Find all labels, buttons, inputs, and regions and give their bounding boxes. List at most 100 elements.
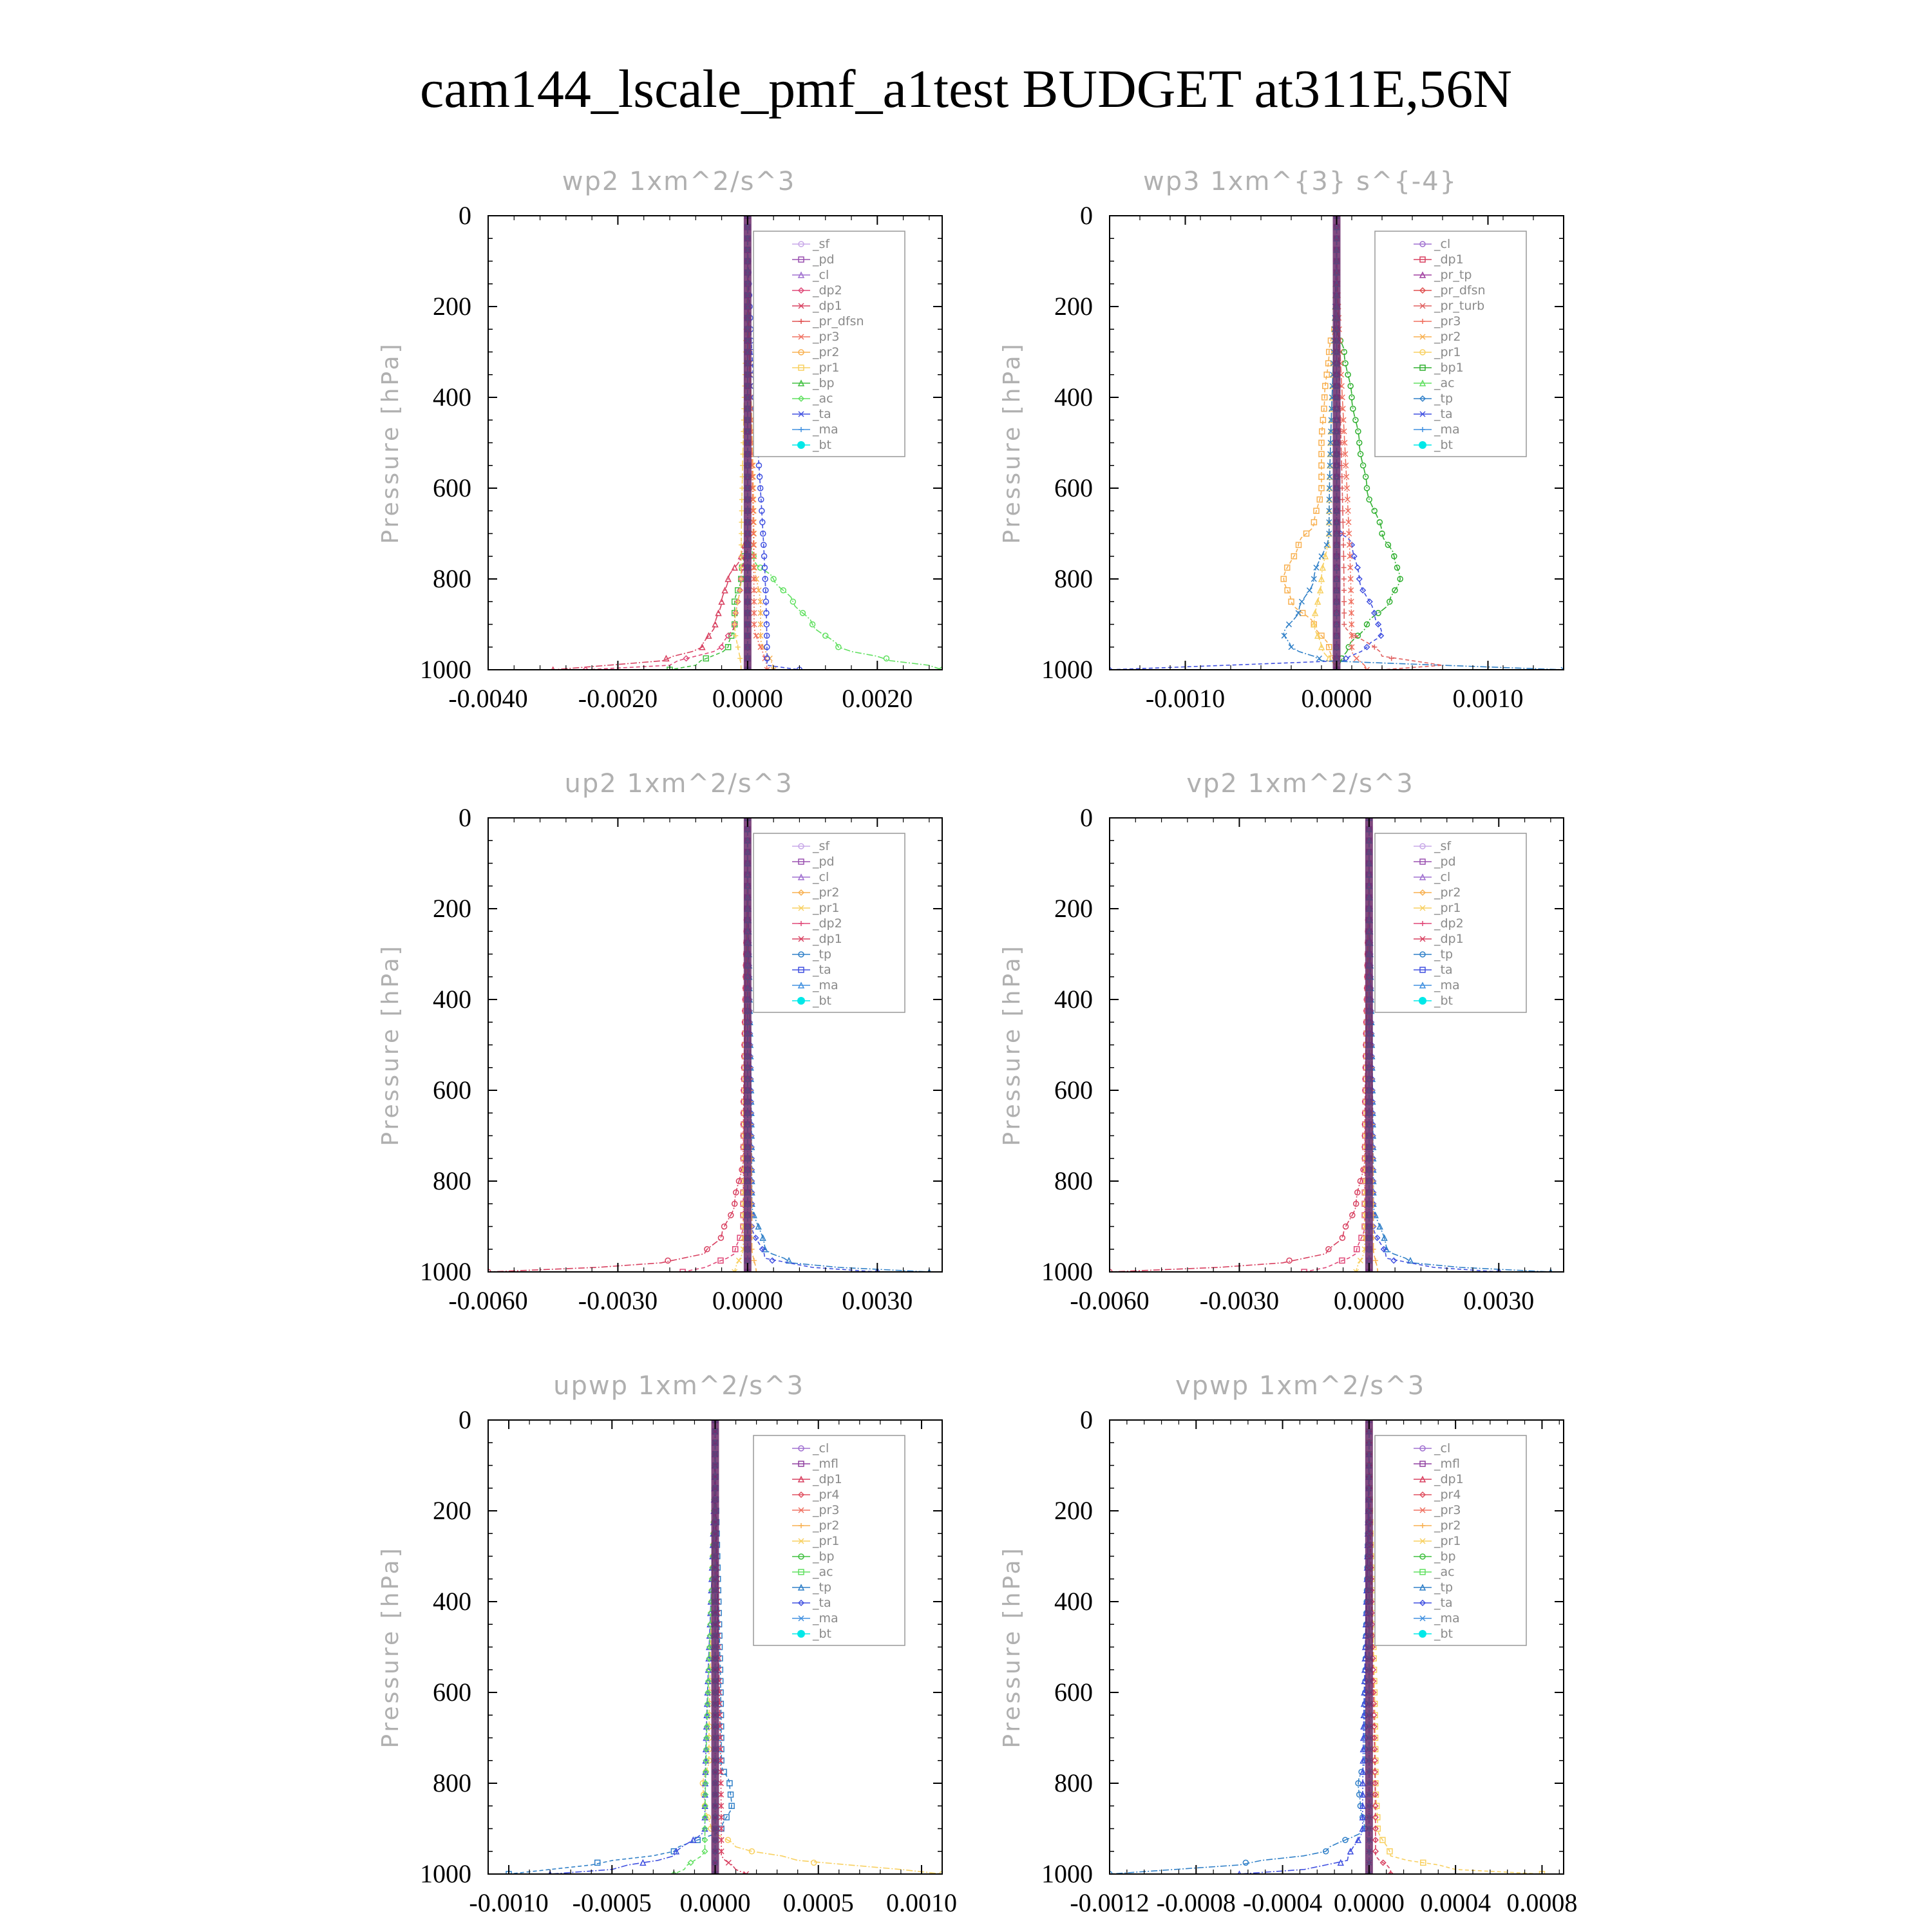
panel-5: upwp 1xm^2/s^3 Pressure [hPa] 0 200 400 600 80… — [377, 1371, 957, 1917]
y-tick-label: 0 — [1080, 803, 1093, 832]
series-marker — [753, 632, 759, 639]
legend-label: _pr3 — [1434, 1503, 1461, 1517]
series-marker — [761, 564, 768, 571]
legend-label: _sf — [812, 237, 830, 251]
series-marker — [1373, 1803, 1380, 1809]
series-marker — [1316, 496, 1323, 503]
series-marker — [701, 1848, 708, 1855]
legend-marker — [1419, 1461, 1426, 1467]
x-tick-label: -0.0020 — [578, 684, 658, 713]
series-line — [508, 1420, 732, 1874]
series-marker — [1372, 1779, 1379, 1787]
legend-label: _bp — [812, 376, 835, 390]
series-marker — [1357, 1178, 1364, 1184]
x-tick-label: 0.0020 — [842, 684, 913, 713]
legend-marker — [797, 1584, 805, 1591]
series-marker — [1341, 610, 1347, 616]
legend-label: _dp1 — [812, 1472, 842, 1486]
series-marker — [763, 632, 770, 639]
legend-box — [753, 1435, 905, 1646]
series-marker — [1341, 587, 1347, 593]
legend-marker — [1419, 1615, 1426, 1622]
series-marker — [1340, 497, 1345, 502]
legend-marker — [797, 441, 805, 449]
legend-marker — [797, 395, 805, 402]
series-marker — [1387, 1870, 1394, 1874]
legend-label: _pr_turb — [1434, 299, 1484, 313]
series-marker — [785, 1256, 793, 1264]
y-tick-label: 0 — [459, 803, 471, 832]
series-marker — [1285, 621, 1293, 628]
series-marker — [750, 542, 757, 548]
series-marker — [701, 1825, 708, 1832]
y-tick-label: 200 — [1054, 292, 1093, 321]
series-marker — [780, 587, 786, 594]
y-tick-label: 600 — [433, 473, 471, 502]
series-marker — [1339, 1235, 1346, 1241]
series-marker — [751, 519, 757, 526]
series-marker — [1363, 667, 1370, 670]
legend-label: _sf — [812, 839, 830, 853]
series-marker — [737, 656, 743, 661]
series-marker — [1313, 507, 1320, 514]
legend-label: _bp — [812, 1549, 835, 1564]
series-line — [674, 1420, 716, 1874]
series-marker — [759, 1234, 766, 1241]
legend-label: _mfl — [812, 1457, 838, 1471]
series-marker — [1359, 1779, 1367, 1786]
x-tick-label: 0.0010 — [1453, 684, 1524, 713]
legend-label: _dp2 — [812, 916, 842, 931]
series-marker — [1341, 542, 1347, 548]
legend-marker — [1419, 889, 1426, 896]
series-marker — [1372, 644, 1378, 650]
legend-label: _ta — [1434, 407, 1453, 421]
series-marker — [1341, 565, 1347, 571]
legend-marker — [1419, 1491, 1426, 1499]
x-tick-label: -0.0008 — [1157, 1888, 1236, 1917]
series-marker — [1406, 1256, 1414, 1264]
series-marker — [1366, 598, 1373, 605]
series-marker — [1327, 439, 1334, 446]
y-tick-label: 400 — [433, 383, 471, 412]
series-marker — [1370, 609, 1378, 616]
legend-marker — [1419, 905, 1426, 911]
panel-title: wp2 1xm^2/s^3 — [562, 167, 796, 196]
series-marker — [683, 655, 690, 662]
series-marker — [751, 598, 757, 605]
legend-label: _bt — [1434, 438, 1453, 452]
x-tick-label: 0.0000 — [712, 1286, 783, 1315]
series-marker — [762, 587, 769, 594]
legend-label: _pr3 — [812, 1503, 839, 1517]
legend-marker — [1419, 1553, 1426, 1560]
legend-label: _cl — [812, 1441, 829, 1455]
legend-marker — [1419, 981, 1426, 989]
series-marker — [750, 530, 757, 537]
series-marker — [705, 1666, 712, 1673]
x-tick-label: 0.0030 — [1463, 1286, 1534, 1315]
series-marker — [1375, 1269, 1381, 1272]
y-tick-label: 0 — [1080, 201, 1093, 230]
series-marker — [738, 667, 744, 670]
legend-label: _pr2 — [1434, 1519, 1461, 1533]
series-marker — [1343, 473, 1350, 480]
series-marker — [703, 655, 709, 662]
series-marker — [809, 621, 816, 628]
series-marker — [1359, 1814, 1367, 1821]
y-tick-label: 1000 — [420, 655, 471, 684]
legend-label: _dp1 — [1434, 1472, 1464, 1486]
series-marker — [763, 621, 770, 628]
legend-box — [1374, 1435, 1527, 1646]
series-marker — [1341, 348, 1347, 355]
legend-marker — [798, 256, 804, 263]
legend-label: _pr2 — [1434, 886, 1461, 900]
series-marker — [883, 655, 890, 662]
x-tick-label: 0.0010 — [886, 1888, 957, 1917]
series-marker — [1322, 1848, 1329, 1855]
series-marker — [1340, 486, 1345, 491]
legend-label: _pr1 — [1434, 345, 1461, 359]
y-tick-label: 1000 — [420, 1257, 471, 1286]
x-tick-label: -0.0030 — [1200, 1286, 1279, 1315]
series-marker — [1327, 473, 1333, 480]
legend-marker — [1420, 319, 1425, 324]
